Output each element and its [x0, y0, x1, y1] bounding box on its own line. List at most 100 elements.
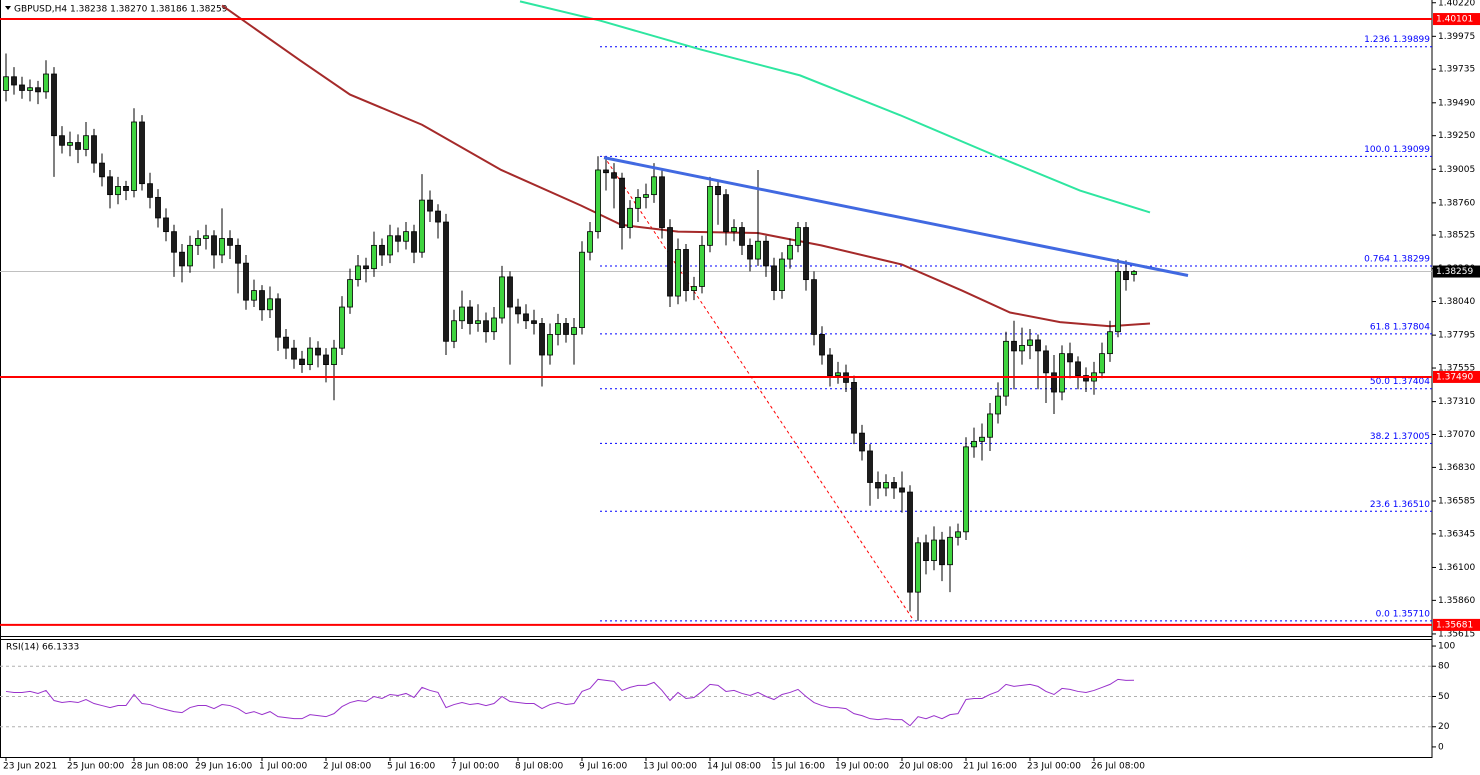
candle-body: [875, 482, 881, 489]
candle-body: [667, 227, 673, 297]
candle-body: [403, 231, 409, 242]
candle-body: [1099, 353, 1105, 374]
x-tick-label: 15 Jul 16:00: [771, 762, 825, 772]
y-tick-label: 1.40220: [1438, 0, 1475, 8]
level-label: 1.40101: [1436, 15, 1473, 25]
candle-body: [835, 372, 841, 376]
candle-body: [499, 276, 505, 319]
fib-label: 50.0 1.37404: [1370, 377, 1430, 387]
y-tick-label: 1.37795: [1438, 331, 1475, 341]
candle-body: [35, 87, 41, 93]
candle-body: [739, 227, 745, 246]
candle-body: [507, 276, 513, 308]
candle-body: [1131, 271, 1137, 275]
candle-body: [363, 265, 369, 270]
candle-body: [355, 265, 361, 281]
candle-body: [91, 135, 97, 164]
candle-body: [747, 244, 753, 260]
candle-body: [1107, 331, 1113, 355]
y-tick-label: 1.36585: [1438, 496, 1475, 506]
x-tick-label: 29 Jun 16:00: [195, 762, 252, 772]
candle-body: [59, 135, 65, 146]
rsi-line: [5, 678, 1135, 727]
candle-body: [699, 244, 705, 287]
y-tick-label: 1.39490: [1438, 98, 1475, 108]
candle-body: [755, 240, 761, 260]
level-tag: [1433, 618, 1480, 631]
candle-body: [331, 347, 337, 366]
y-tick-label: 1.39735: [1438, 65, 1475, 75]
candle-body: [483, 320, 489, 333]
x-tick-label: 23 Jun 2021: [3, 762, 57, 772]
candle-body: [1011, 340, 1017, 352]
chart-title: GBPUSD,H4 1.38238 1.38270 1.38186 1.3825…: [14, 5, 228, 15]
x-tick-label: 26 Jul 08:00: [1091, 762, 1145, 772]
y-tick-label: 1.36830: [1438, 463, 1475, 473]
candle-body: [555, 323, 561, 335]
candle-body: [451, 320, 457, 342]
candle-body: [691, 286, 697, 291]
candle-body: [267, 298, 273, 311]
candle-body: [371, 244, 377, 270]
candle-body: [819, 334, 825, 356]
rsi-tick-label: 20: [1438, 722, 1450, 732]
candle-body: [659, 176, 665, 228]
candle-body: [179, 251, 185, 267]
fib-label: 61.8 1.37804: [1370, 322, 1430, 332]
candle-body: [627, 207, 633, 228]
fib-label: 100.0 1.39099: [1364, 145, 1430, 155]
candle-body: [683, 249, 689, 291]
x-tick-label: 21 Jul 16:00: [963, 762, 1017, 772]
candle-body: [123, 186, 129, 191]
candle-body: [211, 235, 217, 256]
candle-body: [299, 358, 305, 366]
candle-body: [915, 542, 921, 593]
candle-body: [803, 227, 809, 281]
candle-body: [531, 320, 537, 324]
rsi-tick-label: 80: [1438, 662, 1450, 672]
candle-body: [771, 265, 777, 291]
candle-body: [1067, 353, 1073, 363]
x-tick-label: 2 Jul 08:00: [323, 762, 372, 772]
candle-body: [131, 121, 137, 191]
candle-body: [763, 240, 769, 267]
candle-body: [307, 347, 313, 366]
candle-body: [147, 183, 153, 198]
candle-body: [611, 172, 617, 179]
candle-body: [859, 432, 865, 452]
candle-body: [283, 336, 289, 349]
candle-body: [899, 487, 905, 493]
fib-label: 38.2 1.37005: [1370, 432, 1430, 442]
candle-body: [203, 235, 209, 239]
candle-body: [547, 334, 553, 356]
y-tick-label: 1.37310: [1438, 397, 1475, 407]
y-tick-label: 1.38040: [1438, 297, 1475, 307]
candle-body: [723, 194, 729, 233]
fib-label: 0.764 1.38299: [1364, 255, 1430, 265]
candle-body: [715, 186, 721, 196]
candle-body: [467, 306, 473, 324]
y-tick-label: 1.38760: [1438, 198, 1475, 208]
y-tick-label: 1.37070: [1438, 430, 1475, 440]
candle-body: [83, 135, 89, 150]
y-tick-label: 1.39250: [1438, 131, 1475, 141]
level-label: 1.35681: [1436, 620, 1473, 630]
candle-body: [1003, 340, 1009, 397]
candle-body: [387, 235, 393, 256]
y-tick-label: 1.39975: [1438, 32, 1475, 42]
candle-body: [563, 323, 569, 335]
candle-body: [731, 227, 737, 233]
candle-body: [235, 244, 241, 264]
trendline: [603, 156, 1189, 277]
candle-body: [195, 238, 201, 246]
y-tick-label: 1.35860: [1438, 596, 1475, 606]
candle-body: [155, 196, 161, 219]
candle-body: [275, 298, 281, 338]
candle-body: [347, 279, 353, 308]
candle-body: [955, 531, 961, 538]
candle-body: [923, 542, 929, 562]
candle-body: [291, 347, 297, 360]
x-tick-label: 13 Jul 00:00: [643, 762, 697, 772]
candle-body: [907, 491, 913, 593]
candle-body: [979, 436, 985, 442]
